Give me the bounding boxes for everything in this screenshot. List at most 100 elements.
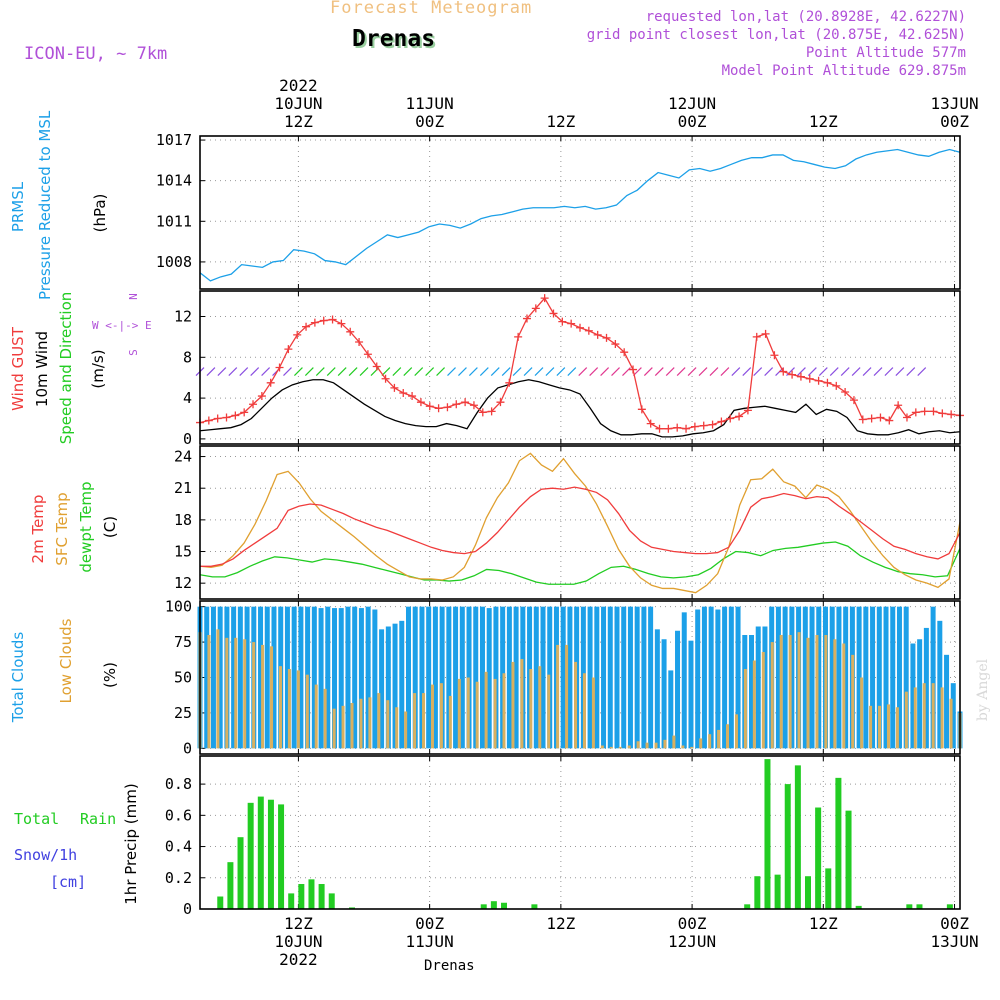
- wind-gust-line-marker: [399, 389, 408, 397]
- precip-bar: [855, 905, 862, 909]
- wind-gust-line-marker: [858, 415, 867, 424]
- y-tick-label: 0.6: [165, 806, 192, 824]
- low-cloud-bar: [591, 677, 595, 749]
- total-cloud-bar: [809, 606, 815, 749]
- wind-gust-line-marker: [814, 376, 823, 385]
- low-cloud-bar: [332, 708, 336, 749]
- precip-bar: [308, 879, 315, 909]
- total-cloud-bar: [614, 606, 620, 749]
- total-cloud-bar: [607, 606, 613, 749]
- wind-direction-arrow: [643, 367, 653, 376]
- wind-gust-line-marker: [257, 392, 266, 401]
- wind-gust-line: [199, 297, 961, 430]
- total-cloud-bar: [648, 606, 654, 749]
- bottom-hour-label: 00Z: [677, 914, 707, 933]
- total-cloud-bar: [843, 606, 849, 749]
- wind-direction-arrow: [632, 367, 642, 376]
- precip-bar: [774, 874, 781, 909]
- total-cloud-bar: [311, 606, 317, 749]
- total-cloud-bar: [284, 606, 290, 749]
- point-altitude: Point Altitude 577m: [805, 45, 966, 61]
- low-cloud-bar: [377, 693, 381, 749]
- precip-bar: [916, 904, 923, 909]
- wind-gust-line-marker: [522, 314, 531, 323]
- y-tick-label: 1017: [156, 131, 192, 149]
- low-cloud-bar: [842, 643, 846, 749]
- total-cloud-bar: [271, 606, 277, 749]
- wind-gust-line-marker: [841, 387, 850, 396]
- wind-direction-arrow: [884, 367, 894, 376]
- precip-bar: [946, 904, 953, 909]
- total-cloud-bar: [231, 606, 237, 749]
- wind-direction-arrow: [556, 367, 566, 376]
- wind-direction-arrow: [753, 367, 763, 376]
- low-cloud-bar: [457, 678, 461, 749]
- label-cm: [cm]: [50, 873, 87, 891]
- y-tick-label: 12: [174, 574, 192, 592]
- wind-direction-arrow: [622, 367, 631, 376]
- total-cloud-bar: [627, 606, 633, 749]
- total-cloud-bar: [453, 606, 459, 749]
- wind-gust-line-marker: [779, 367, 788, 376]
- low-cloud-bar: [314, 684, 318, 749]
- wind-gust-line-marker: [584, 326, 593, 335]
- wind-direction-arrow: [698, 367, 708, 376]
- wind-direction-arrow: [403, 367, 413, 376]
- wind-direction-arrow: [720, 367, 730, 376]
- precip-bar: [794, 765, 801, 909]
- total-cloud-bar: [446, 606, 452, 749]
- low-cloud-bar: [645, 742, 649, 749]
- total-cloud-bar: [870, 606, 876, 749]
- low-cloud-bar: [323, 688, 327, 749]
- low-cloud-bar: [350, 703, 354, 749]
- wind-gust-line-marker: [266, 378, 275, 387]
- wind-direction-arrow: [261, 367, 271, 376]
- total-cloud-bar: [816, 606, 822, 749]
- total-cloud-bar: [621, 606, 627, 749]
- precip-bar: [318, 884, 325, 909]
- total-cloud-bar: [210, 606, 216, 749]
- y-tick-label: 1011: [156, 212, 192, 230]
- total-cloud-bar: [634, 606, 640, 749]
- top-hour-label: 12Z: [546, 112, 576, 131]
- wind-direction-arrow: [687, 367, 697, 376]
- y-tick-label: 1008: [156, 253, 192, 271]
- top-year-label: 2022: [279, 76, 318, 95]
- low-cloud-bar: [788, 635, 792, 749]
- low-cloud-bar: [869, 705, 873, 749]
- wind-gust-line-marker: [602, 333, 611, 342]
- top-hour-label: 12Z: [283, 112, 313, 131]
- precip-bar: [490, 901, 497, 909]
- precip-bar: [825, 868, 832, 909]
- wind-gust-line-marker: [567, 319, 576, 328]
- total-cloud-bar: [587, 606, 593, 749]
- wind-direction-arrow: [293, 367, 303, 376]
- wind-direction-arrow: [578, 367, 588, 376]
- total-cloud-bar: [688, 640, 694, 749]
- wind-direction-arrow: [895, 367, 905, 376]
- bottom-date-label: 10JUN: [274, 932, 323, 951]
- total-cloud-bar: [473, 606, 479, 749]
- low-cloud-bar: [475, 681, 479, 749]
- low-cloud-bar: [860, 677, 864, 749]
- low-cloud-bar: [672, 735, 676, 749]
- wind-gust-line-marker: [496, 398, 505, 407]
- bottom-date-label: 13JUN: [930, 932, 979, 951]
- low-cloud-bar: [734, 714, 738, 749]
- wind-direction-arrow: [468, 367, 478, 376]
- wind-gust-line-marker: [876, 413, 885, 422]
- wind-gust-line-marker: [717, 417, 726, 426]
- wind-gust-line-marker: [328, 315, 337, 324]
- total-cloud-bar: [365, 606, 371, 749]
- total-cloud-bar: [836, 606, 842, 749]
- panel-frame: [199, 600, 961, 755]
- total-cloud-bar: [950, 683, 956, 749]
- precip-bar: [278, 804, 285, 909]
- wind-direction-arrow: [512, 367, 522, 376]
- wind-gust-line-marker: [655, 424, 664, 433]
- total-cloud-bar: [876, 606, 882, 749]
- wind-direction-arrow: [851, 367, 861, 376]
- low-cloud-bar: [779, 635, 783, 749]
- wind-direction-arrow: [206, 367, 216, 376]
- low-cloud-bar: [261, 644, 265, 749]
